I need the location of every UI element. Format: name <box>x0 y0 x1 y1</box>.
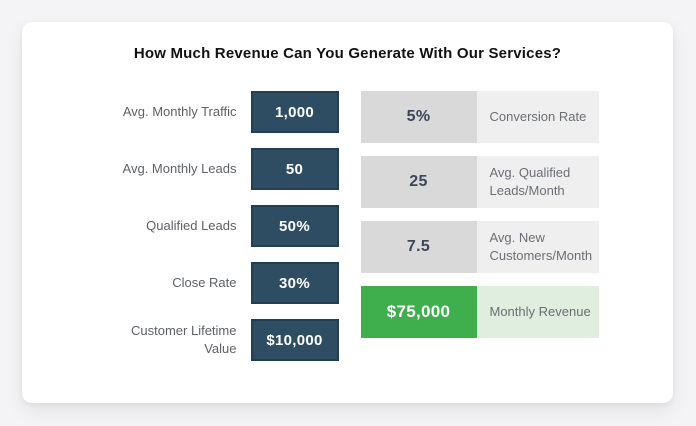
qualified-leads-input[interactable]: 50% <box>250 205 339 247</box>
input-label: Avg. Monthly Leads <box>122 161 237 177</box>
input-label: Avg. Monthly Traffic <box>122 104 237 120</box>
customer-lifetime-value-input[interactable]: $10,000 <box>250 319 339 361</box>
calculator-card: How Much Revenue Can You Generate With O… <box>22 22 673 403</box>
input-row-avg-monthly-leads: Avg. Monthly Leads 50 <box>97 148 339 190</box>
input-label: Customer Lifetime Value <box>131 323 237 356</box>
calculator-content: Avg. Monthly Traffic 1,000 Avg. Monthly … <box>22 91 673 361</box>
output-row-monthly-revenue: $75,000 Monthly Revenue <box>360 286 599 338</box>
input-row-qualified-leads: Qualified Leads 50% <box>97 205 339 247</box>
output-label: Conversion Rate <box>476 91 599 143</box>
output-label: Avg. Qualified Leads/Month <box>476 156 599 208</box>
avg-new-customers-value: 7.5 <box>360 221 477 273</box>
close-rate-input[interactable]: 30% <box>250 262 339 304</box>
conversion-rate-value: 5% <box>360 91 477 143</box>
inputs-column: Avg. Monthly Traffic 1,000 Avg. Monthly … <box>97 91 339 361</box>
input-row-close-rate: Close Rate 30% <box>97 262 339 304</box>
avg-monthly-leads-input[interactable]: 50 <box>250 148 339 190</box>
output-row-conversion-rate: 5% Conversion Rate <box>360 91 599 143</box>
avg-qualified-leads-value: 25 <box>360 156 477 208</box>
output-row-avg-new-customers: 7.5 Avg. New Customers/Month <box>360 221 599 273</box>
output-row-avg-qualified-leads: 25 Avg. Qualified Leads/Month <box>360 156 599 208</box>
input-label: Qualified Leads <box>146 218 237 234</box>
output-label: Monthly Revenue <box>476 286 599 338</box>
input-label: Close Rate <box>172 275 237 291</box>
monthly-revenue-value: $75,000 <box>360 286 477 338</box>
outputs-column: 5% Conversion Rate 25 Avg. Qualified Lea… <box>360 91 599 338</box>
output-label: Avg. New Customers/Month <box>476 221 599 273</box>
avg-monthly-traffic-input[interactable]: 1,000 <box>250 91 339 133</box>
input-row-customer-lifetime-value: Customer Lifetime Value $10,000 <box>97 319 339 361</box>
page-title: How Much Revenue Can You Generate With O… <box>133 45 562 62</box>
input-row-avg-monthly-traffic: Avg. Monthly Traffic 1,000 <box>97 91 339 133</box>
